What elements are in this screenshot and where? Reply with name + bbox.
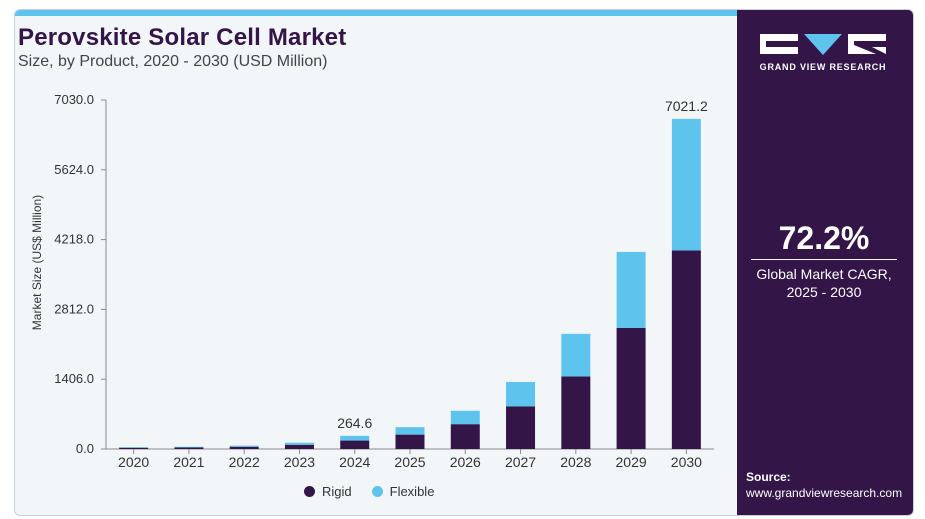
- cagr-divider: [751, 259, 897, 260]
- legend-item-flexible: Flexible: [371, 483, 435, 499]
- data-label-2024: 264.6: [337, 415, 372, 431]
- bar-flexible-2021: [174, 446, 204, 448]
- bar-flexible-2027: [506, 381, 536, 407]
- bar-rigid-2020: [119, 447, 149, 449]
- cagr-value: 72.2%: [778, 220, 870, 256]
- y-axis-label: Market Size (US$ Million): [30, 195, 44, 330]
- y-tick-label: 5624.0: [54, 162, 94, 177]
- legend-item-rigid: Rigid: [304, 484, 352, 499]
- y-tick-label: 7030.0: [54, 92, 94, 107]
- source-label: Source:: [746, 470, 791, 484]
- legend: Rigid Flexible: [304, 482, 434, 500]
- x-tick-label: 2025: [394, 454, 425, 470]
- bar-flexible-2026: [450, 410, 480, 425]
- grand-view-research-logo: [760, 34, 886, 55]
- bar-rigid-2026: [450, 424, 480, 449]
- accent-bar: [15, 10, 737, 16]
- x-tick-label: 2027: [505, 454, 536, 470]
- bar-flexible-2025: [395, 427, 425, 435]
- bar-flexible-2029: [616, 251, 646, 328]
- info-panel: [737, 10, 913, 515]
- x-tick-label: 2024: [339, 454, 370, 470]
- bar-rigid-2023: [284, 444, 314, 449]
- bar-rigid-2024: [340, 440, 370, 449]
- x-tick-label: 2023: [284, 454, 315, 470]
- cagr-label: Global Market CAGR, 2025 - 2030: [736, 265, 912, 301]
- y-tick-label: 4218.0: [54, 232, 94, 247]
- source-url[interactable]: www.grandviewresearch.com: [746, 486, 903, 500]
- cagr-label-line1: Global Market CAGR,: [756, 266, 892, 282]
- x-tick-label: 2022: [229, 454, 260, 470]
- bar-flexible-2023: [284, 442, 314, 445]
- bar-flexible-2024: [340, 435, 370, 441]
- x-tick-label: 2026: [450, 454, 481, 470]
- data-label-2030: 7021.2: [665, 98, 708, 114]
- bar-rigid-2021: [174, 447, 204, 449]
- y-tick-label: 1406.0: [54, 371, 94, 386]
- chart-subtitle: Size, by Product, 2020 - 2030 (USD Milli…: [18, 53, 328, 70]
- bar-flexible-2020: [119, 447, 149, 448]
- bar-flexible-2028: [561, 333, 591, 377]
- chart-title: Perovskite Solar Cell Market: [18, 24, 347, 51]
- x-tick-label: 2021: [173, 454, 204, 470]
- x-tick-label: 2020: [118, 454, 149, 470]
- legend-dot-flexible: [371, 485, 383, 497]
- x-tick-label: 2029: [616, 454, 647, 470]
- legend-label-rigid: Rigid: [322, 483, 352, 499]
- cagr-label-line2: 2025 - 2030: [786, 284, 862, 300]
- bar-flexible-2030: [671, 118, 701, 251]
- brand-name: GRAND VIEW RESEARCH: [759, 62, 887, 72]
- bar-rigid-2025: [395, 434, 425, 449]
- bar-rigid-2029: [616, 327, 646, 449]
- x-tick-label: 2030: [671, 454, 702, 470]
- x-tick-label: 2028: [560, 454, 591, 470]
- chart-card: [14, 9, 914, 516]
- bar-rigid-2022: [229, 446, 259, 449]
- bar-rigid-2027: [506, 406, 536, 449]
- bar-rigid-2028: [561, 376, 591, 449]
- y-tick-label: 0.0: [76, 441, 94, 456]
- bar-flexible-2022: [229, 445, 259, 447]
- legend-dot-rigid: [304, 485, 315, 497]
- bar-rigid-2030: [671, 250, 701, 449]
- y-tick-label: 2812.0: [54, 301, 94, 316]
- legend-label-flexible: Flexible: [389, 483, 435, 499]
